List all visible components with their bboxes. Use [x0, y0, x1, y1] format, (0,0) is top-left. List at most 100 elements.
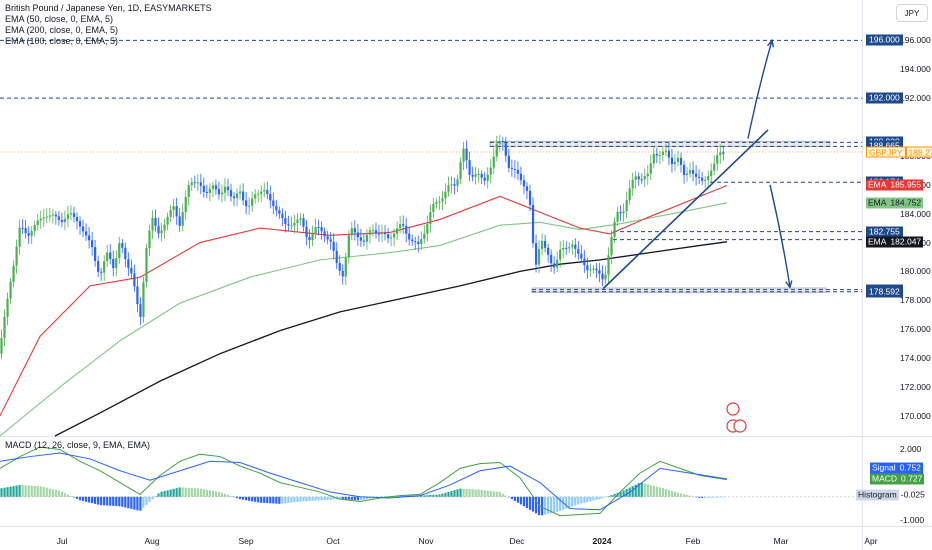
candle-body: [356, 232, 359, 238]
histogram-bar: [63, 493, 67, 497]
histogram-bar: [21, 485, 24, 497]
candle-body: [6, 298, 9, 317]
histogram-bar: [30, 485, 33, 497]
candle-body: [655, 153, 658, 156]
candle-body: [716, 155, 719, 164]
histogram-bar: [106, 496, 109, 506]
candle-body: [163, 224, 166, 231]
x-tick-label: Apr: [864, 536, 878, 546]
x-tick-label: Dec: [509, 536, 525, 546]
candle-body: [145, 247, 148, 283]
candle-body: [673, 162, 677, 165]
histogram-bar: [637, 483, 640, 497]
histogram-bar: [664, 489, 667, 497]
histogram-bar: [121, 496, 124, 507]
candle-body: [531, 204, 535, 244]
candle-body: [483, 177, 486, 181]
candle-body: [501, 141, 504, 143]
histogram-bar: [281, 496, 284, 504]
histogram-bar: [565, 496, 568, 509]
histogram-bar: [338, 496, 341, 500]
candle-body: [438, 201, 441, 203]
candle-body: [254, 194, 257, 199]
histogram-label-name: Histogram: [856, 489, 899, 501]
candle-body: [377, 233, 381, 235]
candle-body: [682, 164, 686, 175]
candle-body: [245, 200, 248, 207]
candles: [0, 134, 725, 360]
candle-body: [169, 210, 172, 217]
histogram-bar: [100, 496, 103, 506]
candle-body: [78, 221, 82, 227]
histogram-bar: [453, 490, 456, 497]
histogram-bar: [172, 488, 175, 497]
histogram-bar: [477, 489, 480, 497]
histogram-bar: [220, 492, 224, 497]
macd-label-name: Signal: [870, 462, 898, 474]
histogram-bar: [238, 496, 242, 500]
histogram-bar: [525, 496, 529, 509]
histogram-bar: [9, 486, 12, 497]
candle-body: [592, 268, 595, 270]
histogram-bar: [311, 496, 314, 501]
candle-body: [226, 186, 230, 191]
histogram-bar: [556, 496, 559, 512]
currency-button[interactable]: JPY: [896, 4, 928, 22]
candle-body: [45, 216, 48, 218]
x-tick-label: Aug: [144, 536, 160, 546]
histogram-bar: [710, 496, 713, 498]
histogram-bar: [456, 489, 459, 497]
candle-body: [625, 200, 628, 212]
candle-body: [444, 191, 447, 199]
candle-body: [495, 143, 498, 157]
candle-body: [537, 249, 541, 265]
histogram-bar: [94, 496, 97, 504]
candle-body: [296, 219, 299, 224]
histogram-bar: [139, 496, 142, 511]
candle-body: [450, 184, 453, 186]
histogram-bar: [640, 483, 643, 497]
histogram-bar: [33, 485, 36, 497]
candle-body: [3, 316, 6, 338]
histogram-bar: [625, 488, 628, 497]
candle-body: [118, 243, 121, 259]
histogram-bar: [471, 489, 474, 497]
candle-body: [447, 185, 450, 192]
price-label-value: 188.273: [905, 146, 932, 158]
candle-body: [178, 216, 181, 226]
candle-body: [127, 259, 130, 268]
candle-body: [525, 186, 529, 191]
histogram-bar: [465, 488, 468, 497]
histogram-bar: [459, 488, 462, 497]
histogram-bar: [263, 496, 266, 503]
histogram-bar: [130, 496, 133, 509]
histogram-bar: [160, 491, 163, 497]
candle-body: [308, 236, 311, 241]
candle-body: [540, 240, 544, 250]
histogram-bar: [248, 496, 251, 501]
candle-body: [667, 150, 671, 158]
trend-line: [602, 129, 769, 290]
histogram-bar: [540, 496, 544, 516]
histogram-bar: [610, 495, 613, 497]
symbol-title: British Pound / Japanese Yen, 1D, EASYMA…: [5, 3, 212, 13]
histogram-label-value: -0.025: [898, 489, 927, 501]
histogram-bar: [87, 496, 91, 503]
candle-body: [685, 173, 689, 175]
candle-body: [456, 179, 459, 186]
level-price-label: 196.000: [866, 34, 903, 46]
event-flag-icon: [733, 419, 747, 433]
candle-body: [229, 190, 233, 197]
histogram-bar: [166, 490, 169, 497]
arrow-head: [767, 38, 775, 48]
candle-body: [181, 212, 184, 226]
candle-body: [97, 260, 100, 272]
histogram-bar: [272, 496, 275, 504]
histogram-bar: [468, 489, 471, 497]
histogram-bar: [205, 489, 208, 497]
candle-body: [335, 250, 338, 264]
candle-body: [707, 176, 710, 180]
histogram-bar: [18, 485, 21, 497]
candle-body: [701, 177, 704, 181]
